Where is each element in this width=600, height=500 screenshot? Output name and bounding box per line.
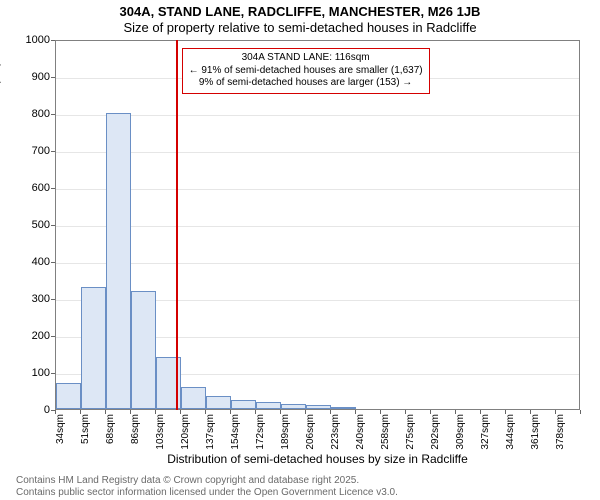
- x-tick-label: 258sqm: [380, 414, 391, 454]
- x-tick-label: 103sqm: [155, 414, 166, 454]
- x-tick-mark: [280, 410, 281, 414]
- x-tick-mark: [330, 410, 331, 414]
- gridline: [56, 226, 579, 227]
- y-tick-label: 500: [10, 219, 50, 231]
- x-tick-label: 86sqm: [130, 414, 141, 454]
- x-tick-label: 309sqm: [455, 414, 466, 454]
- gridline: [56, 189, 579, 190]
- x-tick-mark: [180, 410, 181, 414]
- x-tick-mark: [205, 410, 206, 414]
- y-tick-label: 200: [10, 330, 50, 342]
- x-tick-mark: [305, 410, 306, 414]
- y-tick-label: 1000: [10, 34, 50, 46]
- histogram-bar: [231, 400, 256, 409]
- gridline: [56, 115, 579, 116]
- y-tick-label: 400: [10, 256, 50, 268]
- y-tick-label: 900: [10, 71, 50, 83]
- y-tick-mark: [51, 77, 55, 78]
- x-tick-mark: [155, 410, 156, 414]
- x-tick-mark: [255, 410, 256, 414]
- y-tick-label: 700: [10, 145, 50, 157]
- x-tick-label: 68sqm: [105, 414, 116, 454]
- footer-attribution-2: Contains public sector information licen…: [16, 487, 398, 498]
- histogram-bar: [81, 287, 106, 409]
- histogram-bar: [131, 291, 156, 409]
- histogram-bar: [306, 405, 331, 409]
- y-tick-mark: [51, 114, 55, 115]
- x-tick-label: 344sqm: [505, 414, 516, 454]
- x-tick-label: 34sqm: [55, 414, 66, 454]
- histogram-bar: [56, 383, 81, 409]
- histogram-bar: [281, 404, 306, 409]
- gridline: [56, 263, 579, 264]
- plot-area: [55, 40, 580, 410]
- x-tick-label: 206sqm: [305, 414, 316, 454]
- histogram-bar: [256, 402, 281, 409]
- y-tick-mark: [51, 373, 55, 374]
- x-tick-mark: [405, 410, 406, 414]
- x-tick-label: 154sqm: [230, 414, 241, 454]
- x-tick-mark: [105, 410, 106, 414]
- y-tick-label: 800: [10, 108, 50, 120]
- footer-attribution-1: Contains HM Land Registry data © Crown c…: [16, 475, 359, 486]
- x-tick-label: 292sqm: [430, 414, 441, 454]
- chart-title-address: 304A, STAND LANE, RADCLIFFE, MANCHESTER,…: [0, 4, 600, 19]
- y-tick-mark: [51, 188, 55, 189]
- x-tick-mark: [380, 410, 381, 414]
- y-tick-mark: [51, 262, 55, 263]
- x-tick-label: 327sqm: [480, 414, 491, 454]
- x-tick-mark: [480, 410, 481, 414]
- x-tick-label: 361sqm: [530, 414, 541, 454]
- x-tick-mark: [455, 410, 456, 414]
- histogram-bar: [206, 396, 231, 409]
- y-tick-mark: [51, 299, 55, 300]
- x-tick-mark: [230, 410, 231, 414]
- y-tick-mark: [51, 40, 55, 41]
- y-axis-label: Number of semi-detached properties: [0, 30, 1, 225]
- x-tick-mark: [430, 410, 431, 414]
- callout-pct-larger: 9% of semi-detached houses are larger (1…: [189, 77, 423, 90]
- x-axis-label: Distribution of semi-detached houses by …: [55, 452, 580, 466]
- x-tick-label: 240sqm: [355, 414, 366, 454]
- histogram-bar: [181, 387, 206, 409]
- x-tick-mark: [55, 410, 56, 414]
- x-tick-label: 51sqm: [80, 414, 91, 454]
- histogram-bar: [331, 407, 356, 409]
- x-tick-label: 189sqm: [280, 414, 291, 454]
- property-size-histogram: 304A, STAND LANE, RADCLIFFE, MANCHESTER,…: [0, 0, 600, 500]
- y-tick-label: 0: [10, 404, 50, 416]
- x-tick-mark: [130, 410, 131, 414]
- y-tick-mark: [51, 336, 55, 337]
- y-tick-label: 100: [10, 367, 50, 379]
- gridline: [56, 152, 579, 153]
- x-tick-label: 275sqm: [405, 414, 416, 454]
- x-tick-mark: [80, 410, 81, 414]
- y-tick-mark: [51, 151, 55, 152]
- callout-property-size: 304A STAND LANE: 116sqm: [189, 52, 423, 65]
- callout-pct-smaller: ← 91% of semi-detached houses are smalle…: [189, 65, 423, 78]
- reference-callout: 304A STAND LANE: 116sqm← 91% of semi-det…: [182, 48, 430, 94]
- y-tick-label: 600: [10, 182, 50, 194]
- x-tick-label: 137sqm: [205, 414, 216, 454]
- y-tick-label: 300: [10, 293, 50, 305]
- x-tick-mark: [555, 410, 556, 414]
- reference-line: [176, 40, 178, 410]
- x-tick-mark: [580, 410, 581, 414]
- chart-subtitle: Size of property relative to semi-detach…: [0, 20, 600, 35]
- x-tick-mark: [355, 410, 356, 414]
- x-tick-label: 223sqm: [330, 414, 341, 454]
- x-tick-label: 172sqm: [255, 414, 266, 454]
- x-tick-mark: [530, 410, 531, 414]
- y-tick-mark: [51, 225, 55, 226]
- x-tick-mark: [505, 410, 506, 414]
- histogram-bar: [106, 113, 131, 409]
- x-tick-label: 120sqm: [180, 414, 191, 454]
- x-tick-label: 378sqm: [555, 414, 566, 454]
